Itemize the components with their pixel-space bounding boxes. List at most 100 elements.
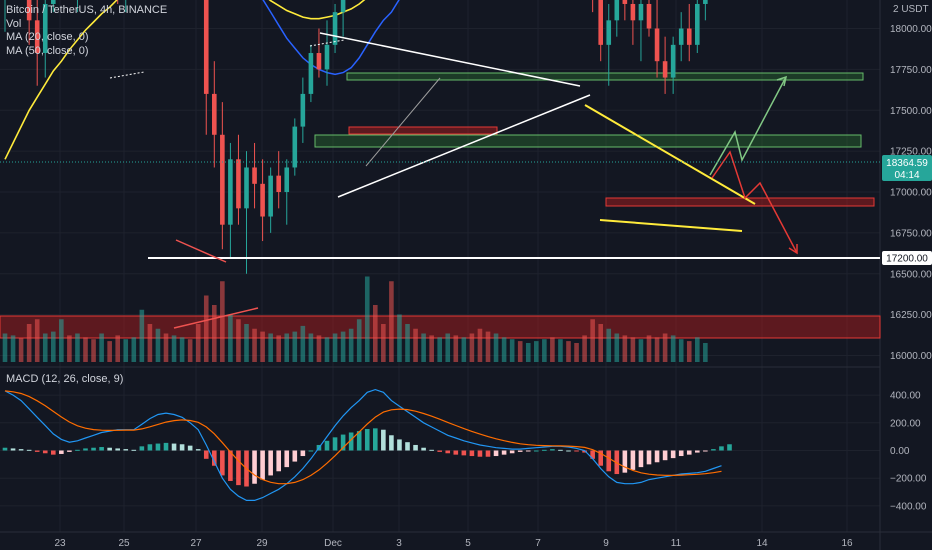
- macd-histogram-bar: [525, 450, 531, 452]
- volume-bar: [509, 339, 515, 362]
- macd-histogram-bar: [413, 444, 418, 451]
- macd-histogram-bar: [276, 450, 281, 472]
- time-tick-label: 16: [841, 538, 853, 549]
- candle-body: [646, 3, 652, 29]
- macd-histogram-bar: [445, 450, 451, 454]
- supply-zone: [348, 126, 498, 135]
- volume-bar: [397, 314, 402, 362]
- volume-bar: [437, 337, 442, 362]
- candle-body: [26, 0, 32, 21]
- volume-bar: [590, 319, 595, 362]
- vol-label: Vol: [6, 17, 22, 30]
- candle-body: [42, 3, 48, 54]
- dotted-high-marker: [309, 39, 345, 47]
- macd-histogram-bar: [107, 447, 112, 451]
- candle-body: [614, 0, 620, 21]
- volume-bar: [123, 339, 129, 362]
- price-tick-label: 18000.00: [890, 24, 932, 35]
- support-level-label: 17200.00: [886, 254, 928, 265]
- macd-histogram-bar: [356, 431, 362, 451]
- volume-bar: [445, 333, 451, 362]
- volume-bar: [348, 328, 354, 362]
- macd-histogram-bar: [26, 449, 32, 451]
- candle-body: [276, 175, 281, 192]
- volume-bar: [179, 337, 185, 362]
- macd-histogram-bar: [123, 449, 129, 451]
- macd-histogram-bar: [18, 449, 24, 451]
- volume-bar: [115, 335, 120, 362]
- volume-bar: [203, 295, 209, 362]
- macd-histogram-bar: [695, 450, 700, 453]
- volume-bar: [139, 309, 145, 362]
- macd-histogram-bar: [364, 429, 370, 451]
- macd-histogram-bar: [590, 450, 595, 459]
- annotation-zones: [0, 72, 881, 339]
- volume-bar: [566, 341, 571, 362]
- candle-body: [662, 61, 668, 78]
- volume-bar: [187, 339, 193, 362]
- macd-histogram-bar: [614, 450, 620, 475]
- macd-tick-label: 200.00: [890, 418, 921, 429]
- macd-histogram-bar: [171, 443, 177, 451]
- macd-histogram-bar: [260, 450, 265, 480]
- candle-body: [606, 20, 612, 45]
- candle-body: [316, 53, 322, 70]
- price-tick-label: 17000.00: [890, 188, 932, 199]
- macd-histogram-bar: [220, 450, 225, 476]
- main-legend: Bitcoin / TetherUS, 4h, BINANCE Vol MA (…: [6, 4, 167, 58]
- macd-histogram-bar: [727, 444, 732, 451]
- candle-body: [332, 12, 338, 45]
- time-tick-label: 3: [396, 538, 402, 549]
- volume-bar: [51, 331, 56, 362]
- volume-bar: [324, 337, 330, 362]
- macd-histogram-bar: [139, 446, 145, 451]
- macd-histogram-bar: [373, 428, 378, 451]
- macd-tick-label: 0.00: [890, 446, 910, 457]
- arrow-head: [776, 75, 788, 87]
- volume-bar: [147, 324, 153, 362]
- volume-bar: [542, 339, 547, 362]
- macd-histogram-bar: [654, 450, 660, 463]
- volume-bar: [646, 335, 652, 362]
- macd-histogram-bar: [163, 442, 169, 451]
- time-tick-label: 29: [256, 538, 268, 549]
- macd-histogram-bar: [131, 449, 137, 451]
- volume-bar: [534, 341, 539, 362]
- macd-histogram-bar: [59, 450, 64, 454]
- volume-bar: [606, 328, 612, 362]
- macd-histogram-bar: [292, 450, 298, 462]
- volume-bar: [332, 333, 338, 362]
- candle-body: [324, 44, 330, 70]
- candle-body: [670, 44, 676, 78]
- trendline-down: [319, 32, 581, 87]
- price-tick-label: 16000.00: [890, 351, 932, 362]
- volume-bar: [260, 331, 265, 362]
- dotted-high-marker: [109, 71, 145, 79]
- macd-histogram-bar: [429, 449, 434, 451]
- macd-histogram-bar: [662, 450, 668, 461]
- macd-histogram-bar: [51, 450, 56, 455]
- arrow-head: [788, 244, 798, 255]
- macd-histogram-bar: [582, 450, 587, 453]
- macd-histogram-bar: [91, 447, 96, 451]
- candle-body: [654, 28, 660, 62]
- macd-histogram-bar: [598, 450, 603, 466]
- volume-bar: [220, 281, 225, 362]
- macd-histogram-bar: [646, 450, 652, 465]
- macd-histogram-bar: [566, 450, 571, 452]
- volume-bar: [26, 324, 32, 362]
- volume-bar: [630, 337, 636, 362]
- macd-histogram-bar: [308, 450, 314, 452]
- volume-bar: [228, 314, 233, 362]
- volume-bar: [582, 335, 587, 362]
- price-tick-label: 16750.00: [890, 228, 932, 239]
- volume-bar: [67, 335, 72, 362]
- candle-body: [598, 0, 603, 45]
- macd-histogram-bar: [397, 439, 402, 451]
- volume-bar: [155, 328, 161, 362]
- bearish-path-arrow: [711, 150, 798, 254]
- last-price-badge: [882, 155, 932, 181]
